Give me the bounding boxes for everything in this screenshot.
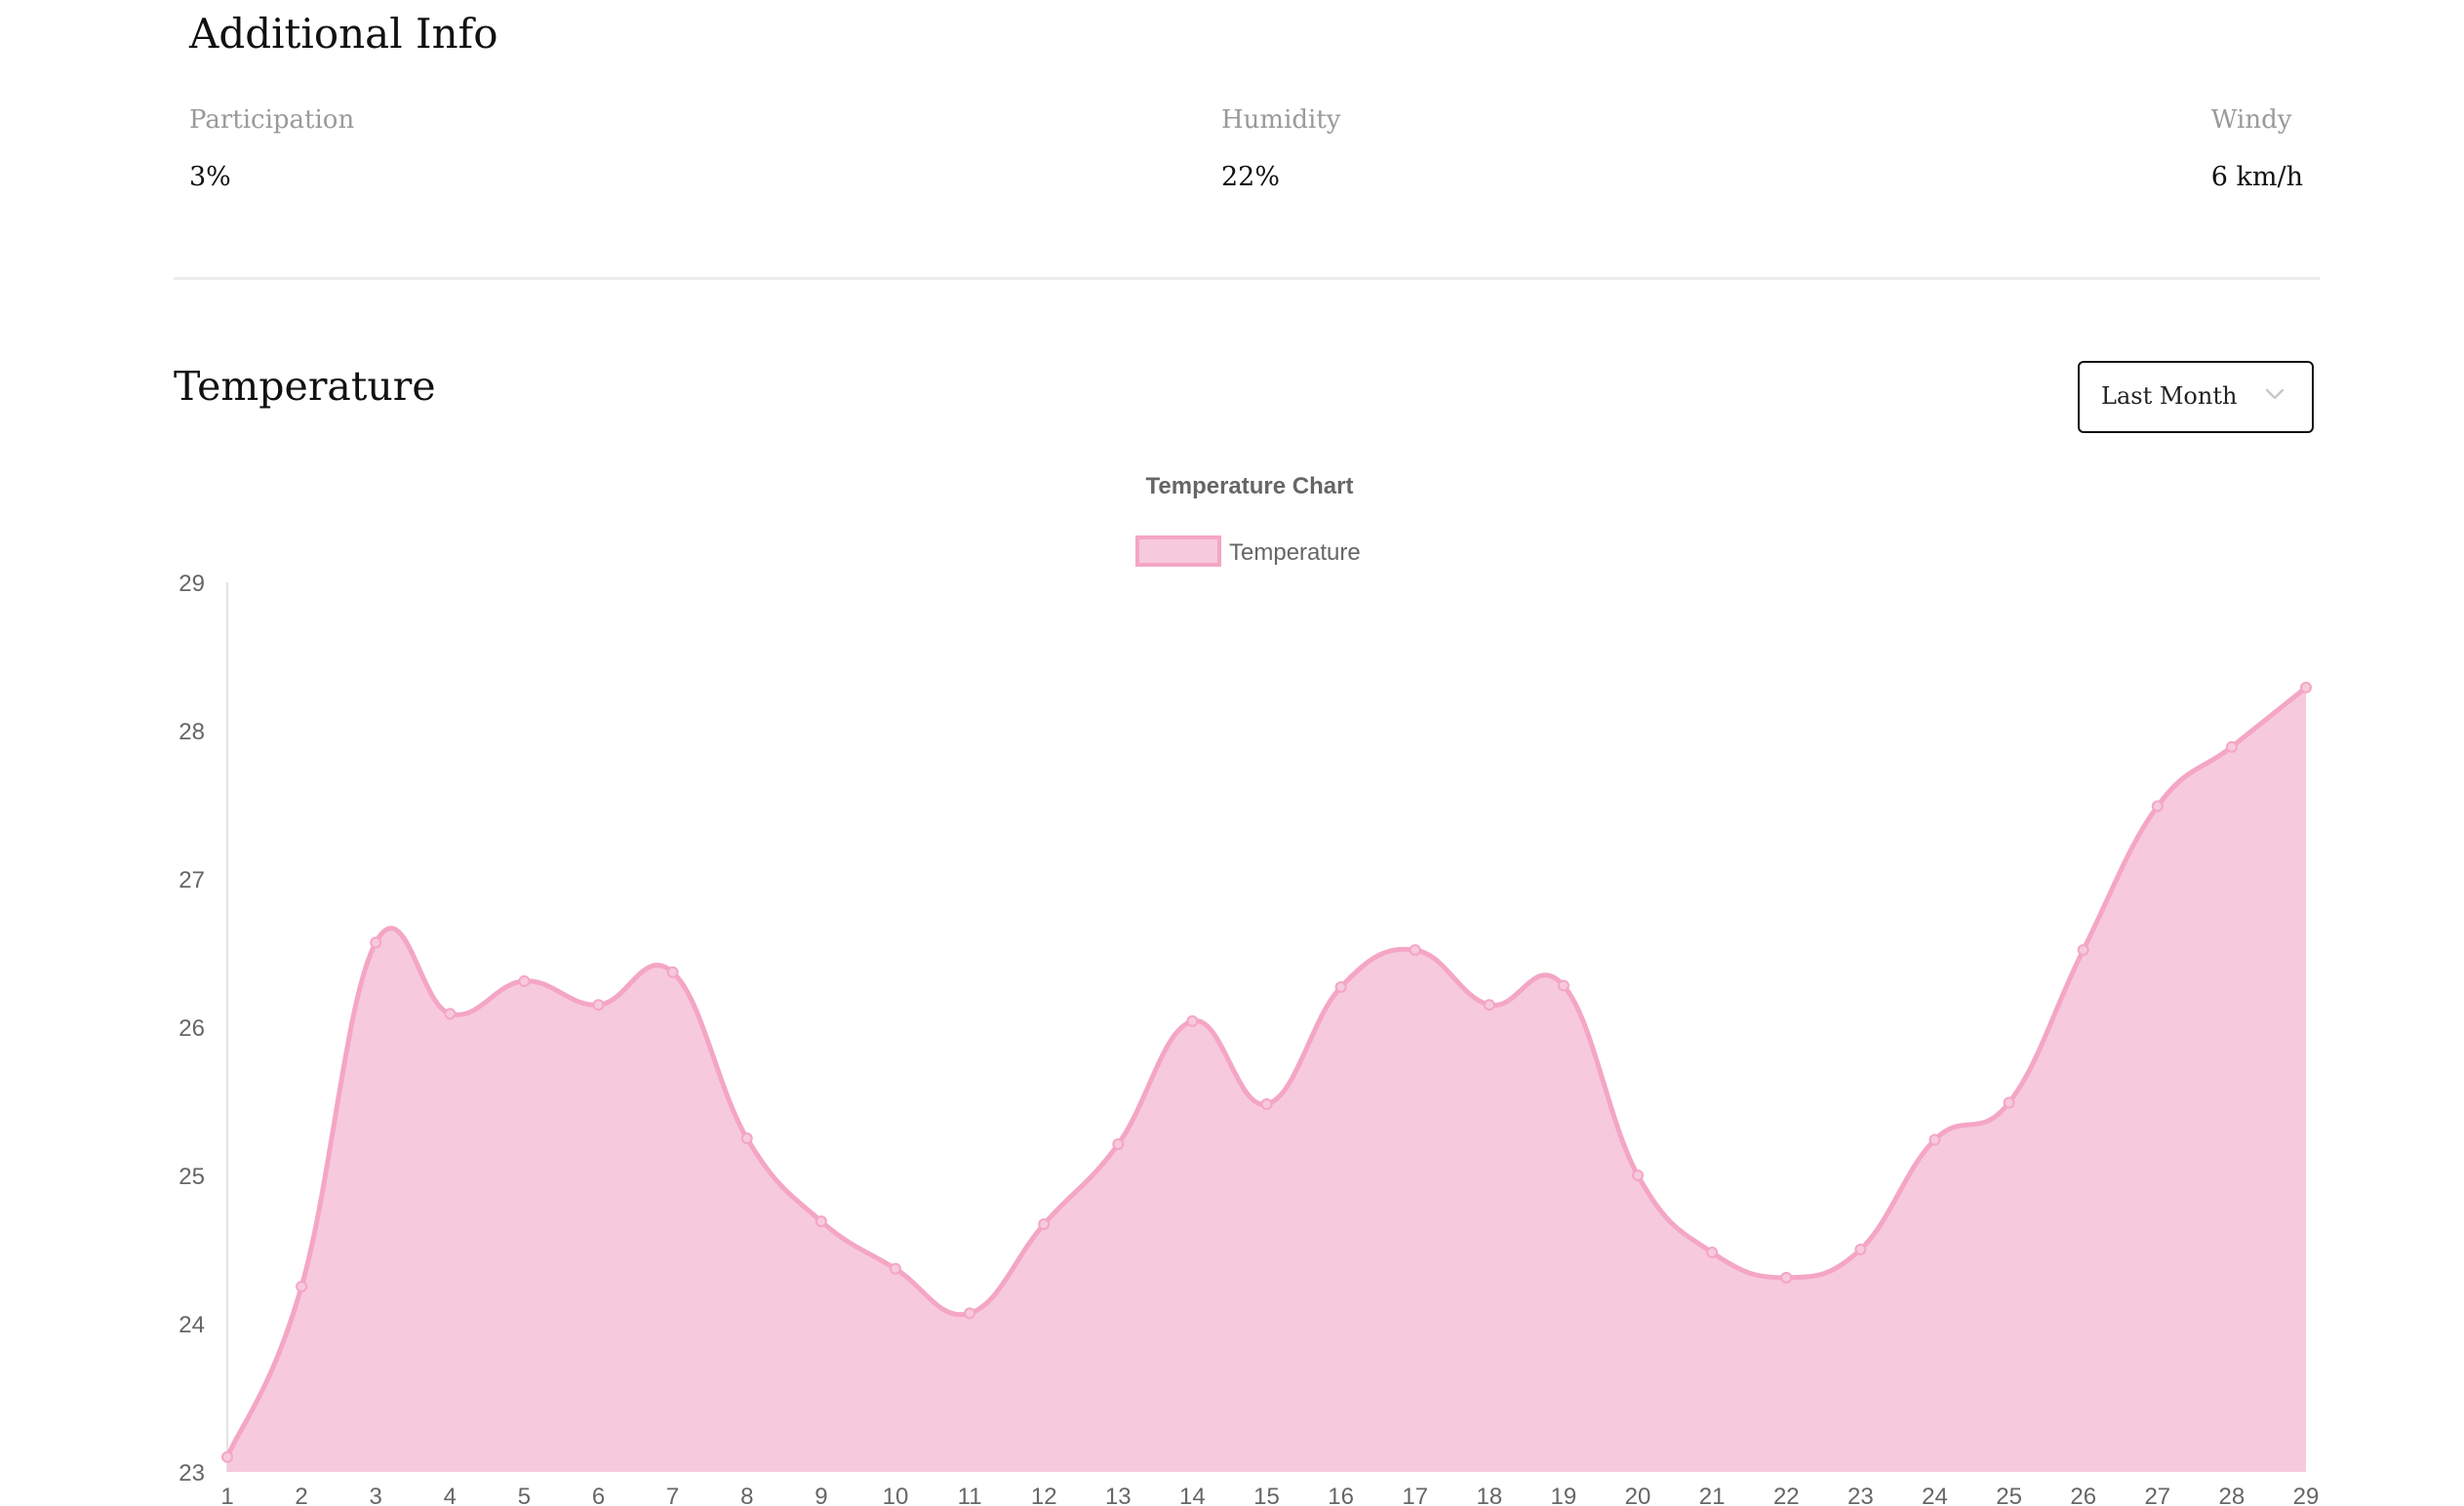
chart-title: Temperature Chart: [1146, 473, 1354, 499]
data-point-day-8: [740, 1132, 753, 1144]
precipitation-value: 3%: [189, 162, 231, 192]
y-tick-label: 28: [179, 719, 205, 745]
data-point-day-21: [1706, 1247, 1719, 1259]
data-point-day-25: [2003, 1096, 2015, 1109]
data-point-day-23: [1854, 1244, 1867, 1255]
y-tick-label: 26: [179, 1015, 205, 1042]
data-point-day-19: [1557, 979, 1570, 992]
wind-label: Windy: [2210, 105, 2292, 135]
x-tick-label: 27: [2144, 1484, 2170, 1506]
data-point-day-3: [370, 936, 382, 949]
x-tick-label: 29: [2293, 1484, 2320, 1506]
y-tick-label: 24: [179, 1312, 205, 1338]
x-tick-label: 24: [1922, 1484, 1948, 1506]
x-tick-label: 23: [1848, 1484, 1874, 1506]
precipitation-info: Participation 3%: [189, 105, 354, 192]
data-point-day-4: [444, 1008, 457, 1020]
y-tick-label: 23: [179, 1460, 205, 1486]
data-point-day-27: [2151, 800, 2164, 812]
data-point-day-10: [889, 1262, 901, 1275]
data-point-day-29: [2300, 681, 2312, 694]
x-tick-label: 5: [518, 1484, 531, 1506]
data-point-day-14: [1186, 1014, 1199, 1027]
time-range-select[interactable]: Last Month: [2078, 361, 2314, 433]
y-tick-label: 27: [179, 867, 205, 893]
x-tick-label: 15: [1253, 1484, 1280, 1506]
y-tick-label: 29: [179, 571, 205, 597]
data-point-day-28: [2225, 740, 2238, 753]
x-tick-label: 9: [815, 1484, 827, 1506]
data-point-day-7: [666, 966, 679, 978]
data-point-day-11: [964, 1307, 976, 1320]
data-point-day-12: [1038, 1218, 1051, 1231]
x-tick-label: 2: [295, 1484, 307, 1506]
additional-info-title: Additional Info: [189, 10, 498, 58]
x-tick-label: 26: [2070, 1484, 2096, 1506]
data-point-day-5: [518, 974, 531, 987]
humidity-label: Humidity: [1221, 105, 1341, 135]
section-divider: [174, 277, 2320, 280]
temperature-series-line: [224, 685, 2308, 1458]
x-tick-label: 17: [1402, 1484, 1428, 1506]
chevron-down-icon: [2265, 388, 2285, 400]
data-point-day-6: [592, 999, 605, 1011]
data-point-day-15: [1260, 1098, 1273, 1111]
data-point-day-1: [221, 1450, 233, 1463]
wind-value: 6 km/h: [2210, 162, 2303, 192]
x-tick-label: 25: [1996, 1484, 2022, 1506]
humidity-value: 22%: [1221, 162, 1281, 192]
x-tick-label: 14: [1179, 1484, 1206, 1506]
data-point-day-2: [296, 1281, 308, 1292]
y-tick-label: 25: [179, 1164, 205, 1190]
x-tick-label: 8: [740, 1484, 753, 1506]
temperature-area: [227, 687, 2306, 1472]
data-point-day-16: [1334, 980, 1347, 993]
x-tick-label: 28: [2219, 1484, 2245, 1506]
x-tick-label: 1: [220, 1484, 233, 1506]
x-tick-label: 19: [1551, 1484, 1577, 1506]
x-tick-label: 7: [666, 1484, 679, 1506]
data-point-day-24: [1928, 1133, 1941, 1146]
legend-swatch[interactable]: [1135, 535, 1221, 567]
legend-label[interactable]: Temperature: [1229, 539, 1361, 566]
temperature-title: Temperature: [174, 363, 436, 410]
data-point-day-20: [1632, 1169, 1645, 1181]
precipitation-label: Participation: [189, 105, 355, 135]
data-point-day-17: [1409, 943, 1421, 956]
x-tick-label: 20: [1625, 1484, 1651, 1506]
x-tick-label: 22: [1773, 1484, 1800, 1506]
x-tick-label: 6: [592, 1484, 605, 1506]
x-tick-label: 16: [1328, 1484, 1354, 1506]
data-point-day-13: [1112, 1138, 1125, 1151]
time-range-selected-value: Last Month: [2101, 382, 2238, 410]
data-point-day-22: [1780, 1271, 1793, 1284]
x-tick-label: 18: [1476, 1484, 1502, 1506]
x-tick-label: 10: [883, 1484, 909, 1506]
humidity-info: Humidity 22%: [1221, 105, 1340, 192]
x-tick-label: 12: [1031, 1484, 1057, 1506]
wind-info: Windy 6 km/h: [2211, 105, 2303, 192]
x-tick-label: 3: [370, 1484, 382, 1506]
x-tick-label: 4: [444, 1484, 457, 1506]
x-tick-label: 21: [1699, 1484, 1726, 1506]
x-tick-label: 11: [958, 1484, 982, 1506]
data-point-day-9: [815, 1215, 827, 1228]
data-point-day-18: [1483, 999, 1495, 1011]
data-point-day-26: [2077, 943, 2089, 956]
x-tick-label: 13: [1105, 1484, 1132, 1506]
